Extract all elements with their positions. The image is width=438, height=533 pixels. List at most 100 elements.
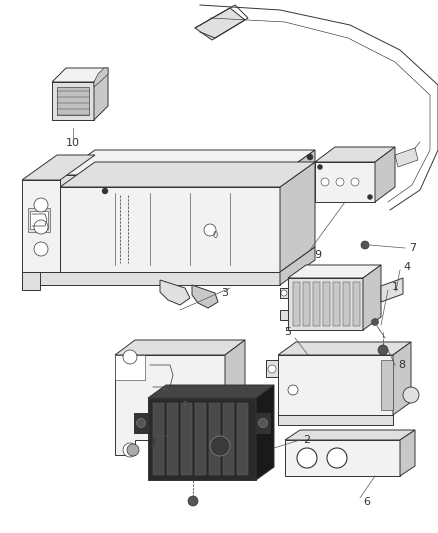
Polygon shape bbox=[288, 265, 381, 278]
Polygon shape bbox=[52, 68, 108, 82]
Polygon shape bbox=[57, 87, 89, 115]
Circle shape bbox=[210, 436, 230, 456]
Polygon shape bbox=[60, 175, 280, 187]
Polygon shape bbox=[192, 285, 218, 308]
Polygon shape bbox=[285, 430, 415, 440]
Polygon shape bbox=[381, 278, 403, 302]
Polygon shape bbox=[303, 282, 310, 326]
Polygon shape bbox=[381, 360, 393, 410]
Text: 6: 6 bbox=[364, 497, 371, 507]
Circle shape bbox=[34, 242, 48, 256]
Polygon shape bbox=[363, 265, 381, 330]
Polygon shape bbox=[266, 360, 278, 377]
Text: 4: 4 bbox=[403, 262, 410, 272]
Polygon shape bbox=[167, 403, 178, 475]
Polygon shape bbox=[395, 148, 418, 167]
Circle shape bbox=[367, 195, 372, 199]
Circle shape bbox=[281, 290, 287, 296]
Polygon shape bbox=[280, 162, 315, 272]
Polygon shape bbox=[94, 68, 108, 87]
Polygon shape bbox=[293, 282, 300, 326]
Polygon shape bbox=[225, 340, 245, 440]
Text: 1: 1 bbox=[392, 282, 399, 292]
Circle shape bbox=[123, 443, 137, 457]
Text: 9: 9 bbox=[314, 250, 321, 260]
Text: 7: 7 bbox=[410, 243, 417, 253]
Polygon shape bbox=[393, 342, 411, 415]
Text: 0: 0 bbox=[212, 230, 218, 239]
Circle shape bbox=[34, 220, 48, 234]
Circle shape bbox=[321, 178, 329, 186]
Polygon shape bbox=[256, 413, 270, 433]
Polygon shape bbox=[278, 355, 393, 415]
Circle shape bbox=[204, 224, 216, 236]
Polygon shape bbox=[375, 147, 395, 202]
Polygon shape bbox=[313, 282, 320, 326]
Polygon shape bbox=[237, 403, 248, 475]
Polygon shape bbox=[223, 403, 234, 475]
Polygon shape bbox=[315, 147, 395, 162]
Text: 8: 8 bbox=[399, 360, 406, 370]
Polygon shape bbox=[22, 155, 95, 180]
Text: 10: 10 bbox=[66, 138, 80, 148]
Polygon shape bbox=[60, 150, 315, 175]
Circle shape bbox=[351, 178, 359, 186]
Polygon shape bbox=[181, 403, 192, 475]
Text: 3: 3 bbox=[148, 438, 155, 448]
Polygon shape bbox=[60, 162, 315, 187]
Polygon shape bbox=[278, 415, 393, 425]
Polygon shape bbox=[115, 355, 225, 455]
Text: 5: 5 bbox=[285, 327, 292, 337]
Polygon shape bbox=[323, 282, 330, 326]
Polygon shape bbox=[153, 403, 164, 475]
Circle shape bbox=[137, 418, 145, 427]
Polygon shape bbox=[115, 355, 145, 380]
Polygon shape bbox=[60, 187, 280, 272]
Circle shape bbox=[288, 385, 298, 395]
Polygon shape bbox=[280, 247, 315, 285]
Polygon shape bbox=[280, 150, 315, 187]
Circle shape bbox=[336, 178, 344, 186]
Polygon shape bbox=[333, 282, 340, 326]
Circle shape bbox=[258, 418, 268, 427]
Circle shape bbox=[34, 198, 48, 212]
Polygon shape bbox=[195, 403, 206, 475]
Polygon shape bbox=[209, 403, 220, 475]
Polygon shape bbox=[148, 398, 256, 480]
Polygon shape bbox=[278, 342, 411, 355]
Circle shape bbox=[123, 350, 137, 364]
Polygon shape bbox=[285, 440, 400, 476]
Polygon shape bbox=[134, 413, 148, 433]
Circle shape bbox=[371, 319, 378, 326]
Polygon shape bbox=[280, 310, 288, 320]
Polygon shape bbox=[115, 340, 245, 355]
Text: 3: 3 bbox=[222, 288, 229, 298]
Polygon shape bbox=[22, 272, 280, 285]
Polygon shape bbox=[288, 278, 363, 330]
Text: 2: 2 bbox=[304, 435, 311, 445]
Polygon shape bbox=[400, 430, 415, 476]
Polygon shape bbox=[28, 208, 50, 232]
Circle shape bbox=[361, 241, 369, 249]
Circle shape bbox=[403, 387, 419, 403]
Circle shape bbox=[102, 188, 108, 194]
Polygon shape bbox=[148, 385, 274, 398]
Polygon shape bbox=[160, 280, 190, 305]
Circle shape bbox=[378, 345, 388, 355]
Circle shape bbox=[188, 496, 198, 506]
Text: F: F bbox=[183, 400, 187, 409]
Polygon shape bbox=[353, 282, 360, 326]
Circle shape bbox=[318, 165, 322, 169]
Polygon shape bbox=[22, 272, 40, 290]
Polygon shape bbox=[315, 162, 375, 202]
Polygon shape bbox=[30, 211, 48, 229]
Circle shape bbox=[297, 448, 317, 468]
Polygon shape bbox=[94, 68, 108, 120]
Polygon shape bbox=[343, 282, 350, 326]
Polygon shape bbox=[52, 82, 94, 120]
Polygon shape bbox=[280, 288, 288, 298]
Polygon shape bbox=[256, 385, 274, 480]
Circle shape bbox=[307, 154, 313, 160]
Text: A': A' bbox=[163, 385, 171, 394]
Polygon shape bbox=[22, 180, 60, 272]
